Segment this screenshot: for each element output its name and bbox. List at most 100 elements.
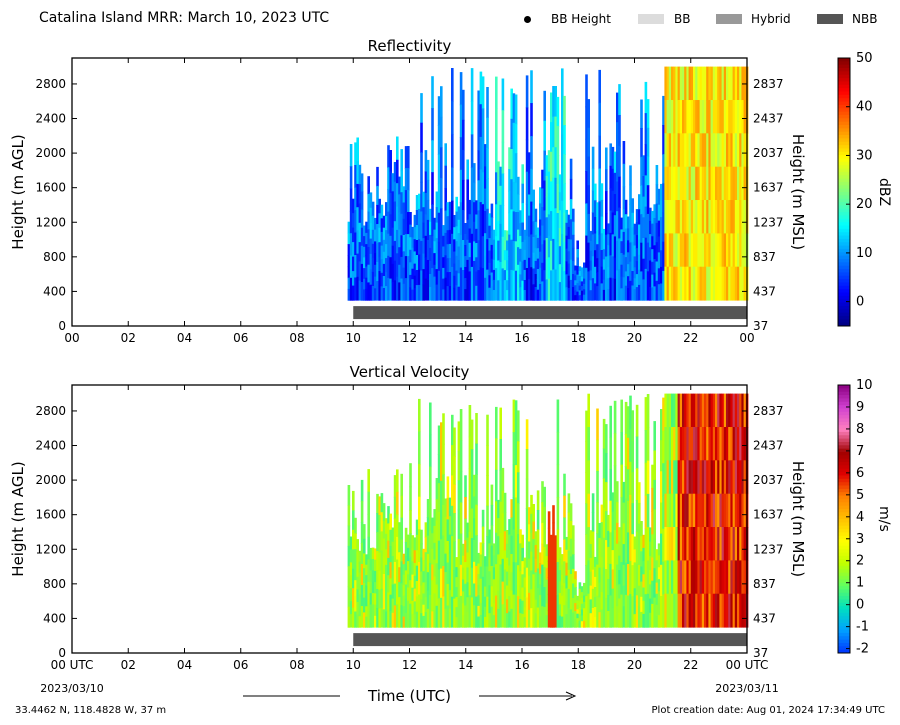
heatmap-cell: [545, 567, 549, 581]
heatmap-cell: [620, 264, 623, 278]
heatmap-cell: [605, 278, 608, 301]
heatmap-cell: [668, 527, 672, 561]
heatmap-cell: [396, 159, 399, 184]
heatmap-cell: [589, 230, 593, 242]
heatmap-cell: [567, 531, 571, 552]
heatmap-cell: [591, 608, 595, 628]
heatmap-cell: [668, 133, 672, 168]
heatmap-cell: [613, 400, 617, 434]
heatmap-cell: [554, 613, 557, 628]
heatmap-cell: [657, 555, 661, 568]
heatmap-cell: [539, 284, 542, 301]
heatmap-cell: [473, 583, 476, 606]
heatmap-cell: [418, 431, 421, 465]
heatmap-cell: [528, 541, 531, 560]
heatmap-cell: [404, 612, 408, 628]
heatmap-cell: [712, 560, 716, 595]
colorbar-tick-label: 40: [856, 100, 873, 115]
heatmap-cell: [640, 99, 643, 129]
heatmap-cell: [411, 587, 414, 602]
heatmap-cell: [433, 229, 436, 242]
heatmap-cell: [374, 559, 377, 572]
colorbar-step: [838, 195, 850, 200]
heatmap-cell: [455, 607, 458, 618]
heatmap-cell: [624, 466, 628, 500]
heatmap-cell: [651, 557, 654, 582]
heatmap-cell: [624, 242, 628, 258]
heatmap-cell: [543, 607, 546, 628]
colorbar-step: [838, 171, 850, 176]
heatmap-cell: [541, 207, 544, 227]
heatmap-cell: [677, 427, 681, 461]
heatmap-cell: [666, 527, 670, 561]
heatmap-cell: [539, 251, 542, 269]
heatmap-cell: [664, 166, 667, 201]
heatmap-cell: [455, 557, 458, 568]
heatmap-cell: [710, 133, 714, 168]
heatmap-cell: [556, 242, 560, 272]
heatmap-cell: [486, 414, 489, 446]
colorbar-step: [838, 532, 850, 537]
heatmap-cell: [688, 393, 692, 428]
bb-swatch: [638, 14, 664, 24]
heatmap-cell: [429, 530, 432, 564]
colorbar-step: [838, 269, 850, 273]
heatmap-cell: [510, 590, 513, 610]
heatmap-cell: [455, 567, 458, 578]
heatmap-cell: [684, 200, 687, 234]
heatmap-cell: [462, 555, 465, 569]
heatmap-cell: [723, 266, 727, 301]
heatmap-cell: [578, 280, 582, 287]
heatmap-cell: [490, 203, 494, 218]
heatmap-cell: [576, 257, 579, 267]
heatmap-cell: [371, 604, 375, 617]
heatmap-cell: [728, 560, 731, 595]
heatmap-cell: [728, 100, 731, 134]
heatmap-cell: [376, 204, 379, 225]
heatmap-cell: [510, 499, 513, 519]
heatmap-cell: [580, 267, 584, 273]
y-tick-label: 2400: [35, 112, 66, 126]
heatmap-cell: [422, 560, 425, 572]
y-tick-label: 1600: [35, 508, 66, 522]
heatmap-cell: [686, 427, 689, 461]
heatmap-cell: [424, 552, 428, 568]
heatmap-cell: [701, 166, 705, 201]
heatmap-cell: [371, 229, 375, 245]
heatmap-cell: [484, 566, 487, 578]
heatmap-cell: [567, 608, 571, 628]
heatmap-cell: [528, 257, 531, 280]
heatmap-cell: [475, 228, 478, 244]
heatmap-cell: [704, 166, 707, 201]
heatmap-cell: [409, 287, 412, 301]
heatmap-cell: [576, 266, 579, 276]
heatmap-cell: [635, 404, 639, 438]
heatmap-cell: [701, 427, 705, 461]
heatmap-cell: [569, 239, 573, 261]
heatmap-cell: [629, 494, 632, 529]
heatmap-cell: [356, 276, 359, 301]
heatmap-cell: [442, 504, 445, 536]
colorbar-step: [838, 492, 850, 497]
heatmap-cell: [743, 200, 747, 234]
heatmap-cell: [631, 472, 634, 504]
heatmap-cell: [622, 544, 626, 566]
heatmap-cell: [530, 551, 533, 572]
heatmap-cell: [411, 237, 414, 249]
heatmap-cell: [382, 227, 386, 241]
heatmap-cell: [710, 266, 714, 301]
colorbar-step: [838, 155, 850, 159]
heatmap-cell: [611, 492, 615, 513]
heatmap-cell: [699, 493, 703, 528]
heatmap-cell: [583, 294, 586, 301]
heatmap-cell: [365, 564, 368, 576]
colorbar-step: [838, 438, 850, 443]
heatmap-cell: [565, 588, 568, 602]
heatmap-cell: [422, 253, 425, 270]
heatmap-cell: [495, 204, 498, 237]
y2-axis-label: Height (m MSL): [789, 461, 807, 577]
heatmap-cell: [690, 66, 694, 101]
heatmap-cell: [708, 133, 711, 168]
heatmap-cell: [622, 481, 626, 504]
